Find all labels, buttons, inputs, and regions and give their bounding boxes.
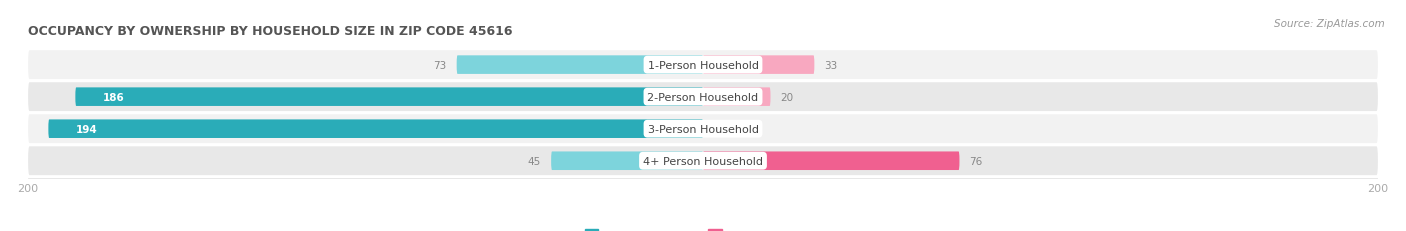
Text: 2-Person Household: 2-Person Household bbox=[647, 92, 759, 102]
FancyBboxPatch shape bbox=[457, 56, 703, 75]
FancyBboxPatch shape bbox=[76, 88, 703, 106]
Text: 194: 194 bbox=[76, 124, 97, 134]
Legend: Owner-occupied, Renter-occupied: Owner-occupied, Renter-occupied bbox=[581, 225, 825, 231]
Text: OCCUPANCY BY OWNERSHIP BY HOUSEHOLD SIZE IN ZIP CODE 45616: OCCUPANCY BY OWNERSHIP BY HOUSEHOLD SIZE… bbox=[28, 25, 513, 38]
Text: 33: 33 bbox=[824, 60, 838, 70]
Text: 4+ Person Household: 4+ Person Household bbox=[643, 156, 763, 166]
Text: 20: 20 bbox=[780, 92, 794, 102]
Text: 45: 45 bbox=[527, 156, 541, 166]
Text: 3-Person Household: 3-Person Household bbox=[648, 124, 758, 134]
FancyBboxPatch shape bbox=[703, 88, 770, 106]
FancyBboxPatch shape bbox=[551, 152, 703, 170]
Text: 186: 186 bbox=[103, 92, 124, 102]
FancyBboxPatch shape bbox=[703, 56, 814, 75]
FancyBboxPatch shape bbox=[48, 120, 703, 138]
FancyBboxPatch shape bbox=[28, 51, 1378, 80]
Text: 73: 73 bbox=[433, 60, 447, 70]
FancyBboxPatch shape bbox=[28, 115, 1378, 143]
Text: 76: 76 bbox=[970, 156, 983, 166]
Text: Source: ZipAtlas.com: Source: ZipAtlas.com bbox=[1274, 18, 1385, 28]
Text: 0: 0 bbox=[713, 124, 720, 134]
Text: 1-Person Household: 1-Person Household bbox=[648, 60, 758, 70]
FancyBboxPatch shape bbox=[28, 83, 1378, 112]
FancyBboxPatch shape bbox=[703, 152, 959, 170]
FancyBboxPatch shape bbox=[28, 147, 1378, 175]
